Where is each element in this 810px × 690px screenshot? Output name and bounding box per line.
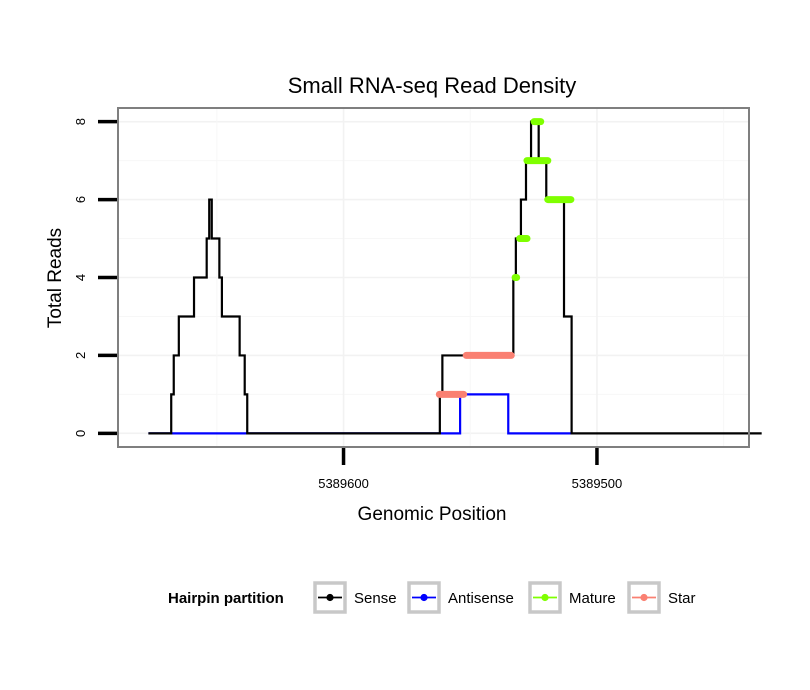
chart-title: Small RNA-seq Read Density — [288, 73, 577, 98]
y-tick-label-4: 8 — [73, 118, 88, 125]
legend-label-sense: Sense — [354, 590, 397, 607]
legend-title: Hairpin partition — [168, 590, 284, 607]
x-axis: 5389600 5389500 — [318, 448, 622, 491]
y-tick-label-1: 2 — [73, 352, 88, 359]
legend: Hairpin partition Sense Antisense Mature St… — [168, 581, 696, 614]
panel-border — [117, 107, 750, 448]
legend-item-sense: Sense — [313, 581, 397, 614]
legend-key-point-mature — [541, 593, 549, 602]
legend-item-mature: Mature — [528, 581, 616, 614]
legend-label-mature: Mature — [569, 590, 616, 607]
y-axis-title: Total Reads — [45, 228, 66, 328]
legend-label-antisense: Antisense — [448, 590, 514, 607]
legend-key-point-sense — [326, 593, 334, 602]
legend-item-antisense: Antisense — [407, 581, 514, 614]
y-tick-label-2: 4 — [73, 274, 88, 281]
y-tick-label-0: 0 — [73, 430, 88, 437]
legend-item-star: Star — [627, 581, 696, 614]
x-tick-label-1: 5389500 — [572, 476, 623, 491]
y-tick-label-3: 6 — [73, 196, 88, 203]
grid — [118, 108, 749, 447]
legend-label-star: Star — [668, 590, 696, 607]
legend-key-point-star — [640, 593, 648, 602]
x-tick-label-0: 5389600 — [318, 476, 369, 491]
series-layer — [148, 118, 762, 435]
legend-key-point-antisense — [420, 593, 428, 602]
y-axis: 0 2 4 6 8 — [73, 118, 117, 437]
x-axis-title: Genomic Position — [358, 504, 507, 525]
